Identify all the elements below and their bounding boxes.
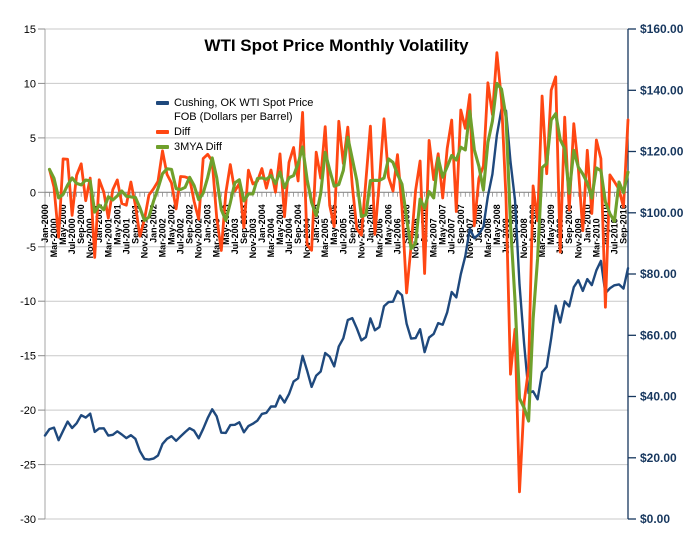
x-axis-tick-label: May-2000 xyxy=(58,204,68,245)
x-axis-tick-label: Mar-2010 xyxy=(591,218,601,257)
x-axis-tick-label: Jan-2005 xyxy=(311,204,321,243)
x-axis-tick-label: Nov-2007 xyxy=(465,218,475,258)
right-y-axis-tick-label: $160.00 xyxy=(640,22,684,36)
x-axis-tick-label: Jul-2002 xyxy=(176,218,186,254)
x-axis-tick-label: Mar-2000 xyxy=(49,218,59,257)
x-axis-tick-label: Sep-2005 xyxy=(347,204,357,244)
x-axis-tick-label: Jan-2008 xyxy=(474,204,484,243)
diff-line-marker xyxy=(156,130,169,134)
spot-price-line-marker xyxy=(156,101,169,105)
legend-label-spot-price: Cushing, OK WTI Spot Price FOB (Dollars … xyxy=(174,97,314,123)
x-axis-tick-label: Jan-2003 xyxy=(203,204,213,243)
x-axis-tick-label: Sep-2010 xyxy=(619,204,629,244)
x-axis-tick-label: Jan-2000 xyxy=(40,204,50,243)
x-axis-tick-label: Jul-2000 xyxy=(67,218,77,254)
left-y-axis-tick-label: -20 xyxy=(20,405,36,417)
left-y-axis-tick-label: 0 xyxy=(30,187,36,199)
x-axis-tick-label: Jan-2006 xyxy=(365,204,375,243)
right-y-axis-tick-label: $40.00 xyxy=(640,390,677,404)
x-axis-tick-label: May-2009 xyxy=(546,204,556,245)
x-axis-tick-label: Mar-2002 xyxy=(158,218,168,257)
legend-item-3mya-diff: 3MYA Diff xyxy=(156,140,324,154)
x-axis-tick-label: Sep-2002 xyxy=(185,204,195,244)
x-axis-tick-label: Mar-2005 xyxy=(320,218,330,257)
legend-item-spot-price: Cushing, OK WTI Spot Price FOB (Dollars … xyxy=(156,96,324,124)
right-y-axis-tick-label: $100.00 xyxy=(640,206,684,220)
x-axis-tick-label: Jul-2001 xyxy=(121,218,131,254)
x-axis-tick-label: Sep-2008 xyxy=(510,204,520,244)
series-line-3mya-diff xyxy=(47,81,630,423)
x-axis-tick-label: Mar-2006 xyxy=(374,218,384,257)
x-axis-tick-label: Sep-2009 xyxy=(564,204,574,244)
x-axis-tick-label: Sep-2007 xyxy=(456,204,466,244)
x-axis-tick-label: May-2007 xyxy=(438,204,448,245)
x-axis-tick-label: Jan-2004 xyxy=(257,204,267,243)
x-axis-tick-label: Jul-2006 xyxy=(393,218,403,254)
legend-label-diff: Diff xyxy=(174,126,191,138)
left-y-axis-tick-label: 15 xyxy=(24,24,36,36)
x-axis-tick-label: Mar-2003 xyxy=(212,218,222,257)
x-axis-tick-label: Mar-2004 xyxy=(266,218,276,257)
series-line-diff xyxy=(48,51,630,494)
left-y-axis-tick-label: -10 xyxy=(20,296,36,308)
left-y-axis-tick-label: -25 xyxy=(20,460,36,472)
x-axis-tick-label: Jan-2002 xyxy=(149,204,159,243)
right-y-axis-tick-label: $80.00 xyxy=(640,267,677,281)
x-axis-tick-label: Sep-2000 xyxy=(76,204,86,244)
x-axis-tick-label: Mar-2007 xyxy=(429,218,439,257)
right-y-axis-tick-label: $120.00 xyxy=(640,145,684,159)
x-axis-tick-label: Nov-2008 xyxy=(519,218,529,258)
x-axis-tick-label: Jan-2010 xyxy=(582,204,592,243)
chart-title: WTI Spot Price Monthly Volatility xyxy=(204,36,469,55)
x-axis-tick-label: Jul-2005 xyxy=(338,218,348,254)
x-axis-tick-label: May-2002 xyxy=(167,204,177,245)
x-axis-tick-label: Nov-2002 xyxy=(194,218,204,258)
x-axis-tick-label: Nov-2009 xyxy=(573,218,583,258)
3mya-diff-line-marker xyxy=(156,145,169,149)
x-axis-tick-label: Sep-2004 xyxy=(293,204,303,244)
x-axis-tick-label: Nov-2005 xyxy=(356,218,366,258)
x-axis-tick-label: Sep-2001 xyxy=(130,204,140,244)
x-axis-tick-label: Jul-2004 xyxy=(284,218,294,254)
legend-label-3mya-diff: 3MYA Diff xyxy=(174,141,222,153)
x-axis-tick-label: Jul-2010 xyxy=(609,218,619,254)
x-axis-tick-label: Nov-2001 xyxy=(139,218,149,258)
right-y-axis-tick-label: $60.00 xyxy=(640,328,677,342)
right-y-axis-tick-label: $0.00 xyxy=(640,512,670,526)
legend-item-diff: Diff xyxy=(156,125,324,139)
x-axis-tick-label: May-2004 xyxy=(275,204,285,245)
x-axis-tick-label: Jan-2007 xyxy=(420,204,430,243)
x-axis-tick-label: Jan-2001 xyxy=(94,204,104,243)
x-axis-tick-label: Jul-2007 xyxy=(447,218,457,254)
left-y-axis-tick-label: 5 xyxy=(30,133,36,145)
x-axis-tick-label: May-2003 xyxy=(221,204,231,245)
x-axis-tick-label: Mar-2001 xyxy=(103,218,113,257)
x-axis-tick-label: Nov-2003 xyxy=(248,218,258,258)
x-axis-tick-label: May-2006 xyxy=(384,204,394,245)
x-axis-tick-label: Jul-2003 xyxy=(230,218,240,254)
x-axis-tick-label: May-2010 xyxy=(600,204,610,245)
right-y-axis-tick-label: $20.00 xyxy=(640,451,677,465)
x-axis-tick-label: Nov-2000 xyxy=(85,218,95,258)
right-y-axis-tick-label: $140.00 xyxy=(640,83,684,97)
legend: Cushing, OK WTI Spot Price FOB (Dollars … xyxy=(156,96,324,155)
left-y-axis-tick-label: -30 xyxy=(20,514,36,526)
x-axis-tick-label: Mar-2009 xyxy=(537,218,547,257)
left-y-axis-tick-label: -15 xyxy=(20,351,36,363)
x-axis-tick-label: May-2001 xyxy=(112,204,122,245)
left-y-axis-tick-label: 10 xyxy=(24,78,36,90)
left-y-axis-tick-label: -5 xyxy=(26,242,36,254)
x-axis-tick-label: Mar-2008 xyxy=(483,218,493,257)
x-axis-tick-label: May-2008 xyxy=(492,204,502,245)
